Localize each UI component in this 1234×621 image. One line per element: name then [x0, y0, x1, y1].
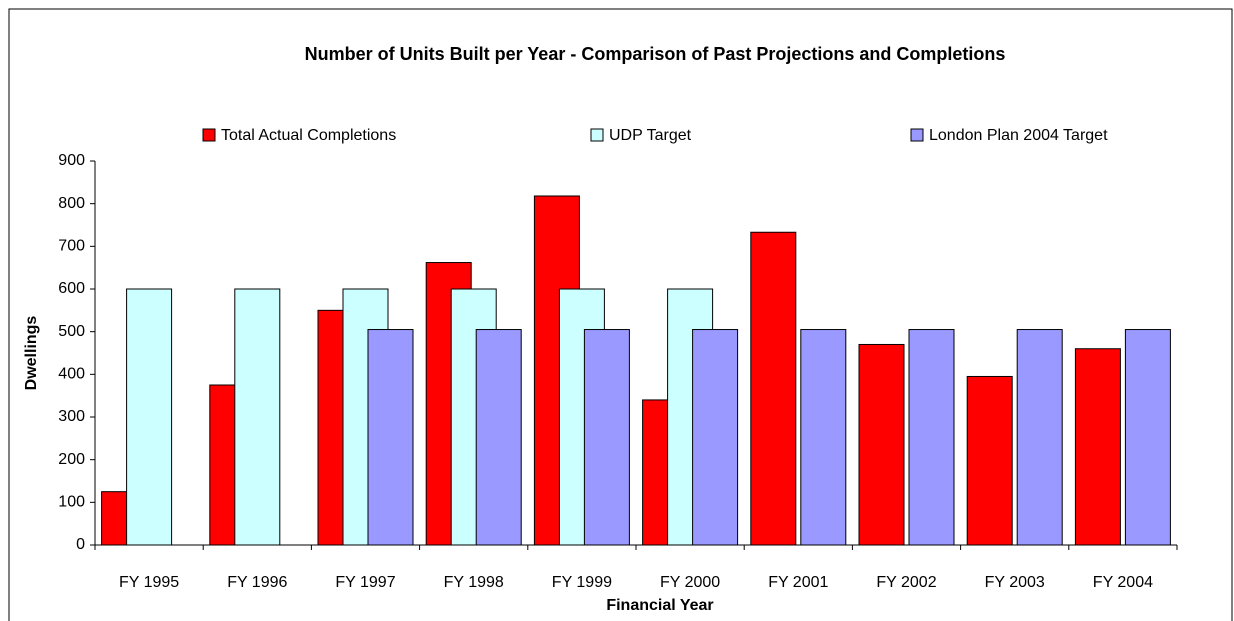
bar: [234, 288, 281, 546]
bar: [1124, 329, 1171, 546]
bar: [475, 329, 522, 546]
y-tick-label: 700: [58, 238, 85, 255]
y-tick-label: 500: [58, 323, 85, 340]
x-axis-title: Financial Year: [606, 597, 713, 614]
x-tick-label: FY 2001: [768, 574, 828, 591]
legend-label: London Plan 2004 Target: [929, 127, 1108, 144]
bar: [692, 329, 739, 546]
bar: [966, 375, 1013, 546]
x-tick-label: FY 2000: [660, 574, 720, 591]
x-tick-label: FY 1999: [552, 574, 612, 591]
chart-title: Number of Units Built per Year - Compari…: [305, 44, 1006, 64]
legend-label: UDP Target: [609, 127, 692, 144]
y-tick-label: 100: [58, 494, 85, 511]
x-tick-label: FY 2003: [985, 574, 1045, 591]
y-tick-label: 900: [58, 152, 85, 169]
x-tick-label: FY 1997: [335, 574, 395, 591]
legend-label: Total Actual Completions: [221, 127, 396, 144]
x-tick-label: FY 2004: [1093, 574, 1153, 591]
bar: [1074, 348, 1121, 546]
bar: [583, 329, 630, 546]
bar: [1016, 329, 1063, 546]
x-tick-label: FY 1998: [444, 574, 504, 591]
bar: [750, 231, 797, 546]
y-tick-label: 200: [58, 451, 85, 468]
y-tick-label: 0: [76, 536, 85, 553]
bar: [367, 329, 414, 546]
y-tick-label: 600: [58, 280, 85, 297]
bar: [126, 288, 173, 546]
y-tick-label: 300: [58, 408, 85, 425]
legend-swatch: [202, 128, 216, 142]
bar: [800, 329, 847, 546]
legend-swatch: [910, 128, 924, 142]
y-tick-label: 400: [58, 366, 85, 383]
x-tick-label: FY 1995: [119, 574, 179, 591]
x-tick-label: FY 1996: [227, 574, 287, 591]
y-axis-title: Dwellings: [23, 316, 40, 391]
bar: [908, 329, 955, 546]
legend-swatch: [590, 128, 604, 142]
bar: [858, 343, 905, 546]
y-tick-label: 800: [58, 195, 85, 212]
x-tick-label: FY 2002: [876, 574, 936, 591]
chart-frame: [8, 8, 1233, 621]
